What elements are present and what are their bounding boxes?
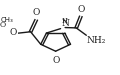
- Text: O: O: [52, 56, 60, 65]
- Text: O: O: [33, 8, 40, 17]
- Text: N: N: [61, 19, 69, 28]
- Text: O: O: [78, 5, 85, 14]
- Text: H: H: [62, 17, 68, 25]
- Text: O: O: [0, 21, 6, 29]
- Text: O: O: [10, 28, 17, 37]
- Text: NH₂: NH₂: [87, 36, 106, 45]
- Text: CH₃: CH₃: [0, 17, 13, 23]
